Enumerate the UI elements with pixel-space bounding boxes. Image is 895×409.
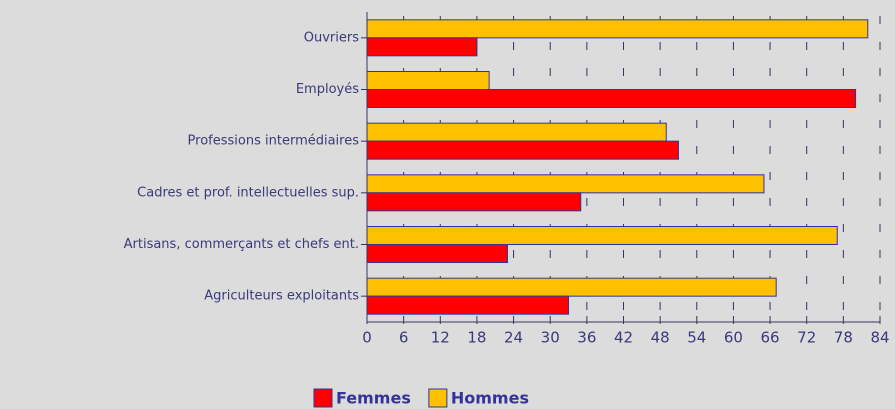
bar [366, 122, 667, 142]
bar [366, 37, 478, 57]
x-tick-label: 6 [399, 329, 409, 347]
y-tick-label: Ouvriers [304, 30, 359, 45]
x-tick-label: 78 [834, 329, 853, 347]
legend-label: Femmes [336, 389, 411, 408]
x-tick-label: 54 [687, 329, 706, 347]
y-tick-label: Employés [296, 82, 359, 97]
y-tick-label: Cadres et prof. intellectuelles sup. [137, 185, 359, 200]
y-tick-label: Artisans, commerçants et chefs ent. [124, 237, 359, 252]
x-tick-label: 48 [651, 329, 670, 347]
bar [366, 174, 765, 194]
bar [366, 277, 777, 297]
bar [366, 244, 508, 263]
x-tick-label: 12 [431, 329, 450, 347]
bar [366, 19, 869, 39]
x-tick-label: 84 [870, 329, 889, 347]
bar [366, 71, 490, 90]
x-tick-label: 30 [541, 329, 560, 347]
bar [366, 295, 570, 315]
x-tick-label: 42 [614, 329, 633, 347]
legend-swatch [428, 388, 448, 408]
bar [366, 226, 838, 245]
legend-swatch [313, 388, 333, 408]
x-tick-label: 60 [724, 329, 743, 347]
x-tick-label: 36 [577, 329, 596, 347]
y-tick-label: Agriculteurs exploitants [204, 289, 359, 304]
bar [366, 140, 679, 160]
x-tick-label: 0 [362, 329, 372, 347]
x-tick-label: 18 [467, 329, 486, 347]
bar [366, 192, 582, 212]
bar [366, 89, 857, 108]
y-tick-label: Professions intermédiaires [188, 134, 360, 149]
x-tick-label: 72 [797, 329, 816, 347]
x-tick-label: 24 [504, 329, 523, 347]
x-tick-label: 66 [761, 329, 780, 347]
legend-label: Hommes [451, 389, 529, 408]
